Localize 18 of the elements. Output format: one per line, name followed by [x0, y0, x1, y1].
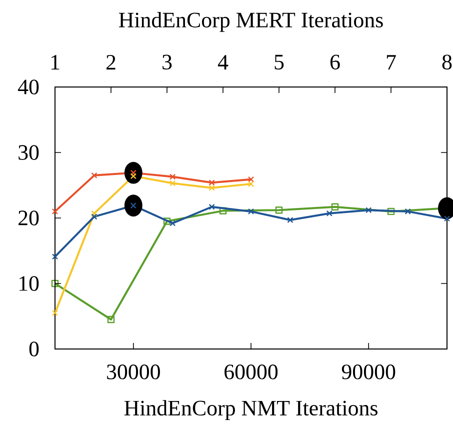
- x2-tick-label: 4: [218, 55, 228, 70]
- y-tick-label: 20: [18, 210, 39, 226]
- y-tick-label: 30: [18, 145, 39, 160]
- y-tick-label: 0: [29, 342, 39, 356]
- x2-axis-title: HindEnCorp MERT Iterations: [118, 12, 383, 32]
- x2-tick-label: 6: [330, 54, 340, 70]
- x-tick-label: 90000: [342, 364, 396, 380]
- x2-tick-label: 1: [51, 55, 60, 70]
- x-tick-label: 60000: [224, 364, 278, 380]
- y-tick-label: 40: [18, 80, 39, 94]
- x-axis-title: HindEnCorp NMT Iterations: [124, 400, 378, 420]
- x2-tick-label: 3: [162, 54, 172, 70]
- x-tick-label: 30000: [107, 364, 160, 380]
- x2-tick-label: 8: [442, 54, 452, 70]
- x2-tick-label: 5: [274, 54, 284, 70]
- x2-tick-label: 7: [386, 55, 396, 70]
- x2-tick-label: 2: [106, 54, 116, 70]
- y-tick-label: 10: [20, 276, 39, 291]
